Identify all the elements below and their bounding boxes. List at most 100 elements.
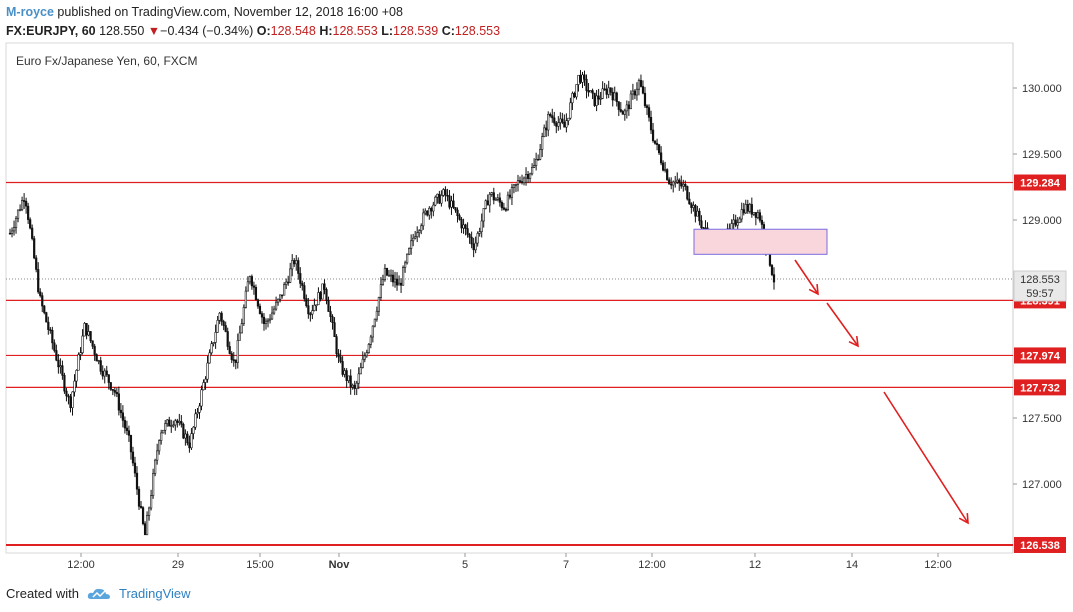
candle-body: [373, 318, 376, 327]
candle-body: [746, 204, 749, 212]
candle-body: [541, 136, 544, 150]
candle-body: [651, 129, 655, 142]
candle-body: [297, 260, 300, 274]
candle-body: [341, 361, 344, 375]
candle-body: [61, 365, 64, 376]
candle-body: [682, 183, 685, 187]
level-price-badge: [1014, 174, 1066, 191]
candle-body: [391, 274, 395, 283]
candle-body: [619, 109, 622, 112]
candle-body: [119, 409, 122, 414]
candle-body: [738, 218, 741, 223]
candle-body: [85, 323, 88, 336]
candle-body: [412, 237, 415, 242]
candle-body: [35, 257, 38, 270]
candle-body: [696, 210, 699, 217]
candle-body: [93, 345, 96, 355]
candle-body: [31, 227, 34, 239]
y-tick-label: 130.000: [1022, 83, 1062, 95]
candle-body: [59, 365, 62, 368]
candle-body: [339, 356, 342, 362]
candle-body: [361, 358, 364, 368]
candle-body: [97, 360, 100, 362]
candle-body: [704, 227, 707, 230]
candle-body: [752, 212, 755, 215]
candle-body: [71, 391, 74, 409]
candle-body: [25, 200, 28, 207]
candle-body: [214, 332, 217, 343]
candle-body: [291, 260, 294, 270]
candle-body: [188, 442, 191, 449]
candle-body: [478, 231, 481, 234]
candle-body: [664, 169, 667, 171]
candle-body: [571, 93, 574, 104]
candle-body: [224, 325, 227, 332]
close-value: 128.553: [454, 24, 501, 38]
candle-body: [131, 451, 135, 464]
candle-body: [393, 278, 397, 283]
candle-body: [674, 181, 677, 184]
author-name[interactable]: M-royce: [6, 5, 54, 19]
candle-body: [180, 421, 183, 425]
candle-body: [105, 370, 108, 376]
candle-body: [49, 329, 52, 331]
candle-body: [365, 352, 368, 357]
tradingview-brand[interactable]: TradingView: [118, 586, 191, 601]
candle-body: [202, 382, 205, 391]
x-tick-label: 12:00: [638, 559, 666, 571]
candle-body: [395, 278, 399, 286]
candle-body: [637, 80, 641, 90]
candle-body: [633, 90, 637, 96]
candle-body: [53, 342, 56, 351]
candle-body: [16, 209, 20, 219]
change-arrow-icon: ▼: [147, 24, 161, 38]
candle-body: [55, 350, 58, 361]
candle-body: [688, 198, 691, 205]
candle-body: [539, 149, 542, 160]
candle-body: [347, 375, 350, 381]
candle-body: [625, 104, 628, 112]
candle-body: [254, 287, 258, 300]
candle-body: [170, 425, 173, 427]
low-label: L:: [381, 24, 394, 38]
candle-body: [676, 179, 679, 183]
candle-body: [150, 495, 153, 509]
candle-body: [740, 209, 743, 220]
candle-body: [95, 354, 98, 362]
candle-body: [147, 507, 151, 516]
candle-body: [81, 335, 84, 353]
candle-body: [111, 389, 114, 391]
candle-body: [410, 240, 413, 249]
candle-body: [579, 74, 582, 83]
candle-body: [295, 260, 298, 265]
candle-body: [283, 284, 286, 296]
candle-body: [277, 298, 280, 303]
footer: Created with TradingView: [6, 586, 191, 601]
candle-body: [756, 212, 759, 218]
candle-body: [228, 346, 231, 354]
candle-body: [121, 412, 124, 421]
candle-body: [583, 74, 586, 80]
candle-body: [377, 297, 380, 312]
candle-body: [8, 232, 12, 235]
candle-body: [649, 116, 653, 131]
candle-body: [436, 193, 439, 198]
candle-body: [599, 98, 602, 100]
candle-body: [587, 90, 590, 93]
candle-body: [627, 104, 630, 110]
y-tick-label: 127.000: [1022, 479, 1062, 491]
candle-body: [299, 273, 302, 284]
candle-body: [456, 209, 459, 217]
candle-body: [77, 354, 80, 371]
candle-body: [37, 269, 40, 293]
candle-body: [343, 370, 346, 375]
candle-body: [498, 197, 501, 203]
candle-body: [222, 321, 225, 326]
candle-body: [494, 199, 497, 201]
candle-body: [103, 370, 106, 377]
candle-body: [694, 205, 697, 217]
candle-body: [281, 294, 284, 297]
last-price-badge: [1013, 270, 1067, 302]
candle-body: [293, 260, 296, 265]
